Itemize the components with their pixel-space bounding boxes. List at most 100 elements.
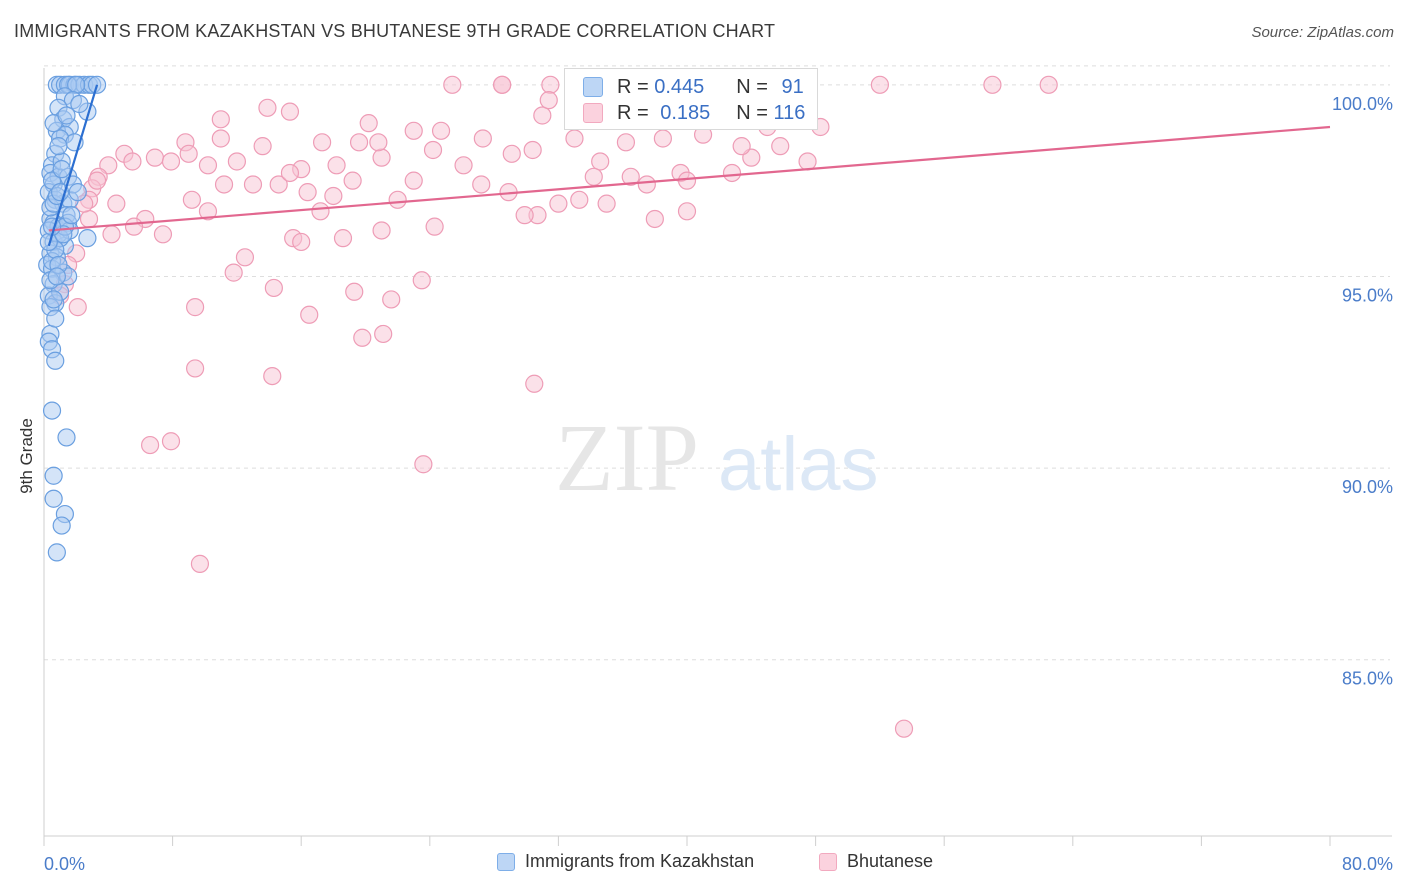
bhutanese-point [388,190,407,209]
y-tick-label: 90.0% [1342,477,1393,497]
bhutanese-point [798,152,817,171]
bhutanese-point [541,75,560,94]
bhutanese-points [50,75,1058,738]
bhutanese-point [102,225,121,244]
kazakhstan-point [52,160,71,179]
bhutanese-point [369,133,388,152]
bhutanese-point [382,290,401,309]
bhutanese-point [353,328,372,347]
kazakhstan-point [70,94,89,114]
x-tick-label: 0.0% [44,854,85,874]
bhutanese-point [186,298,205,317]
y-axis-label: 9th Grade [17,418,36,494]
watermark-zip: ZIP [555,404,699,511]
axis-layer: 100.0% 95.0% 90.0% 85.0% 0.0% 80.0% [43,68,1393,874]
legend-item-bhutanese[interactable]: Bhutanese [819,851,933,872]
bhutanese-point [214,175,234,194]
bhutanese-point [349,133,369,152]
bhutanese-point [493,75,512,94]
bhutanese-point [525,374,544,393]
bhutanese-point [79,209,99,229]
stats-r-label: R = [617,101,649,124]
legend-label-kazakhstan: Immigrants from Kazakhstan [525,851,755,871]
legend-item-kazakhstan[interactable]: Immigrants from Kazakhstan [497,851,754,872]
bhutanese-point [123,152,142,171]
y-tick-label: 85.0% [1342,669,1393,689]
kazakhstan-point [44,466,63,485]
kazakhstan-trend-line [47,84,99,247]
bhutanese-point [243,175,263,194]
stats-n-value: 116 [773,101,806,124]
bhutanese-point [404,171,423,190]
stats-row-kazakhstan: R = 0.445 N = 91 [583,74,804,100]
bhutanese-point [1039,75,1058,94]
kazakhstan-point [57,106,76,125]
bhutanese-point [637,175,656,194]
bhutanese-point [616,133,636,152]
kazakhstan-point [47,543,66,562]
bhutanese-point [312,133,332,152]
legend-label-bhutanese: Bhutanese [847,851,934,871]
bhutanese-point [292,232,311,252]
kazakhstan-point [68,183,87,202]
kazakhstan-points [38,75,107,562]
stats-n-label: N = [736,101,768,124]
bhutanese-point [549,194,568,213]
bhutanese-point [472,175,491,194]
bhutanese-point [345,282,364,301]
stats-r-value: 0.445 [654,75,705,98]
bhutanese-point [198,202,218,221]
chart-title: IMMIGRANTS FROM KAZAKHSTAN VS BHUTANESE … [14,21,776,41]
stats-n-value: 91 [781,75,804,98]
bhutanese-point [539,91,558,110]
bhutanese-point [140,435,160,455]
bhutanese-point [190,554,210,573]
source-label: Source: ZipAtlas.com [1251,24,1394,41]
bhutanese-point [161,432,181,451]
bhutanese-point [565,129,584,148]
bhutanese-point [161,152,181,171]
bhutanese-point [145,148,165,167]
stats-swatch-bhutanese [583,103,603,123]
bhutanese-point [870,75,890,94]
stats-r-value: 0.185 [660,101,711,124]
kazakhstan-point [42,401,62,420]
bhutanese-point [771,137,790,156]
bhutanese-point [653,129,672,148]
bhutanese-point [412,271,431,290]
kazakhstan-point [52,516,71,535]
bhutanese-point [263,366,282,386]
legend-swatch-bhutanese [819,852,837,871]
bhutanese-point [423,140,443,160]
bhutanese-point [584,167,603,186]
trend-layer [47,84,1331,247]
bhutanese-point [258,98,277,117]
bhutanese-point [645,209,664,229]
bhutanese-point [107,194,126,213]
kazakhstan-point [46,309,65,328]
bhutanese-point [591,152,610,171]
bhutanese-point [894,719,914,738]
bhutanese-point [359,114,378,133]
bhutanese-point [473,129,492,148]
bhutanese-point [515,206,534,225]
stats-n-label: N = [736,75,768,98]
bhutanese-point [211,129,230,148]
kazakhstan-point [78,229,97,248]
bhutanese-point [227,152,246,171]
bhutanese-point [404,121,423,140]
bhutanese-point [443,75,462,94]
bhutanese-point [425,217,444,236]
bhutanese-point [198,156,218,175]
kazakhstan-point [44,489,63,508]
bhutanese-point [298,183,317,202]
bhutanese-point [570,190,589,209]
watermark: ZIP atlas [555,404,879,511]
bhutanese-point [983,75,1002,94]
bhutanese-point [124,217,144,236]
y-tick-label: 100.0% [1332,94,1393,114]
x-tick-label: 80.0% [1342,854,1393,874]
kazakhstan-point [46,351,65,370]
bhutanese-point [87,171,107,190]
bhutanese-trend-line [48,125,1331,232]
